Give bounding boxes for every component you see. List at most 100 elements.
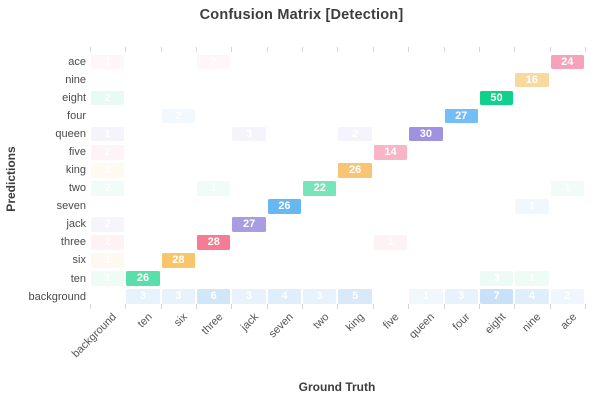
col-label: six (171, 311, 190, 329)
axis-tick (302, 304, 304, 309)
matrix-cell[interactable]: 1 (91, 126, 125, 142)
axis-tick (337, 47, 339, 52)
matrix-cell[interactable]: 2 (161, 108, 196, 124)
matrix-cell[interactable]: 2 (91, 180, 125, 196)
matrix-cell[interactable]: 1 (91, 253, 125, 268)
matrix-cell[interactable]: 3 (479, 271, 514, 286)
axis-tick (408, 47, 410, 52)
matrix-cell[interactable]: 2 (338, 126, 372, 142)
col-label: nine (520, 311, 544, 335)
col-label: four (450, 311, 473, 333)
col-label: ace (557, 311, 579, 333)
axis-tick (584, 304, 586, 309)
row-label: nine (65, 73, 86, 86)
matrix-cell[interactable]: 5 (338, 289, 372, 304)
matrix-cell[interactable]: 28 (197, 235, 231, 250)
matrix-cell[interactable]: 2 (91, 162, 125, 178)
matrix-cell[interactable]: 2 (197, 54, 231, 70)
matrix-cell[interactable]: 27 (232, 216, 266, 232)
row-label: ten (70, 272, 86, 285)
axis-tick (196, 304, 198, 309)
axis-tick (302, 47, 304, 52)
col-label: eight (482, 311, 509, 337)
matrix-cell[interactable]: 3 (303, 289, 337, 304)
matrix-cell[interactable]: 1 (409, 289, 443, 304)
col-label: five (381, 311, 402, 332)
matrix-cell[interactable]: 24 (550, 54, 584, 70)
axis-tick (478, 47, 480, 52)
row-label: ace (68, 55, 86, 68)
row-label: eight (62, 92, 86, 104)
col-label: two (310, 311, 332, 332)
matrix-cell[interactable]: 1 (515, 198, 549, 214)
axis-tick (408, 304, 410, 309)
axis-tick (549, 304, 551, 309)
matrix-cell[interactable]: 1 (91, 271, 125, 286)
axis-tick (160, 47, 162, 52)
row-label: king (65, 164, 86, 177)
axis-tick (478, 304, 480, 309)
matrix-cell[interactable]: 1 (373, 235, 408, 250)
col-label: ten (135, 311, 155, 331)
row-label: queen (55, 128, 86, 141)
axis-tick (90, 47, 91, 52)
row-label: two (68, 182, 86, 195)
matrix-cell[interactable]: 3 (232, 126, 266, 142)
matrix-cell[interactable]: 1 (197, 180, 231, 196)
matrix-cell[interactable]: 26 (338, 162, 372, 178)
row-label: six (72, 254, 86, 267)
axis-tick (584, 47, 586, 52)
axis-tick (266, 47, 268, 52)
matrix-cell[interactable]: 26 (126, 271, 160, 286)
matrix-cell[interactable]: 7 (479, 289, 514, 304)
row-label: background (28, 290, 87, 303)
matrix-cell[interactable]: 2 (91, 235, 125, 250)
col-label: background (70, 311, 120, 361)
matrix-cell[interactable]: 28 (161, 253, 196, 268)
row-label: seven (56, 200, 86, 213)
axis-tick (372, 304, 374, 309)
axis-tick (372, 47, 374, 52)
axis-tick (443, 47, 445, 52)
matrix-cell[interactable]: 14 (373, 144, 408, 160)
matrix-cell[interactable]: 27 (444, 108, 478, 124)
matrix-cell[interactable]: 3 (232, 289, 266, 304)
matrix-cell[interactable]: 1 (515, 271, 549, 286)
matrix-cell[interactable]: 2 (91, 144, 125, 160)
matrix-cell[interactable]: 1 (550, 180, 584, 196)
axis-tick (125, 304, 127, 309)
col-label: three (199, 311, 226, 338)
axis-tick (514, 47, 516, 52)
col-label: king (343, 311, 367, 334)
col-label: queen (407, 311, 438, 342)
axis-tick (266, 304, 268, 309)
axis-tick (231, 47, 233, 52)
axis-tick (231, 304, 233, 309)
axis-tick (514, 304, 516, 309)
matrix-cell[interactable]: 2 (91, 216, 125, 232)
row-label: jack (66, 218, 86, 231)
axis-tick (337, 304, 339, 309)
row-label: four (67, 110, 86, 123)
row-label: three (60, 236, 86, 249)
matrix-cell[interactable]: 22 (303, 180, 337, 196)
row-label: five (68, 146, 86, 159)
axis-tick (90, 304, 91, 309)
axis-tick (125, 47, 127, 52)
matrix-cell[interactable]: 4 (515, 289, 549, 304)
matrix-cell[interactable]: 26 (267, 198, 302, 214)
matrix-cell[interactable]: 2 (91, 90, 125, 106)
matrix-cell[interactable]: 50 (479, 90, 514, 106)
matrix-cell[interactable]: 2 (550, 289, 584, 304)
matrix-cell[interactable]: 3 (161, 289, 196, 304)
matrix-cell[interactable]: 3 (444, 289, 478, 304)
chart-title: Confusion Matrix [Detection] (199, 7, 404, 23)
matrix-cell[interactable]: 6 (197, 289, 231, 304)
axis-tick (160, 304, 162, 309)
matrix-cell[interactable]: 3 (126, 289, 160, 304)
matrix-cell[interactable]: 16 (515, 72, 549, 88)
col-label: seven (266, 311, 296, 341)
matrix-cell[interactable]: 30 (409, 126, 443, 142)
matrix-cell[interactable]: 1 (91, 54, 125, 70)
matrix-cell[interactable]: 4 (267, 289, 302, 304)
